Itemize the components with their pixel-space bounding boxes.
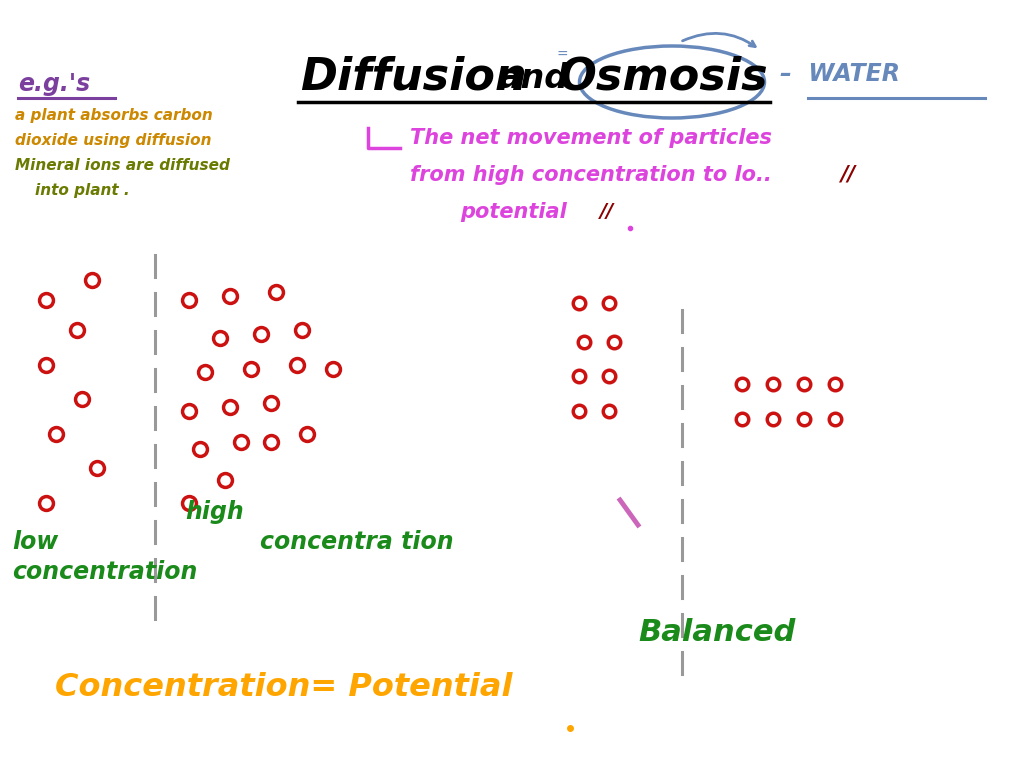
Text: concentra tion: concentra tion <box>260 530 454 554</box>
Text: from high concentration to lo..: from high concentration to lo.. <box>410 165 772 185</box>
Text: Diffusion: Diffusion <box>300 55 526 98</box>
Text: //: // <box>840 165 855 185</box>
Text: concentration: concentration <box>12 560 198 584</box>
Text: Concentration= Potential: Concentration= Potential <box>55 672 512 703</box>
Text: The net movement of particles: The net movement of particles <box>410 128 772 148</box>
Text: dioxide using diffusion: dioxide using diffusion <box>15 133 212 148</box>
Text: –  WATER: – WATER <box>780 62 900 86</box>
Text: Osmosis: Osmosis <box>558 55 768 98</box>
Text: =: = <box>556 48 567 62</box>
Text: into plant .: into plant . <box>35 183 130 198</box>
Text: low: low <box>12 530 58 554</box>
Text: Mineral ions are diffused: Mineral ions are diffused <box>15 158 229 173</box>
Text: high: high <box>185 500 245 524</box>
Text: //: // <box>600 202 614 221</box>
Text: e.g.'s: e.g.'s <box>18 72 90 96</box>
Text: potential: potential <box>460 202 566 222</box>
Text: Balanced: Balanced <box>638 618 796 647</box>
Text: a plant absorbs carbon: a plant absorbs carbon <box>15 108 213 123</box>
Text: and: and <box>498 62 568 95</box>
